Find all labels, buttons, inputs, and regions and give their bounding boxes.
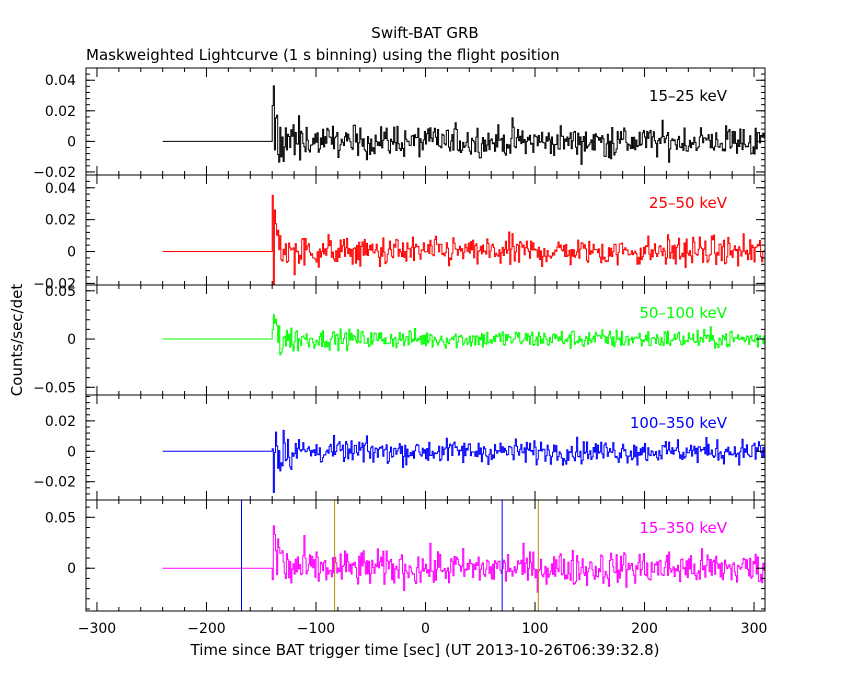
- y-tick-label: 0.02: [45, 213, 76, 229]
- x-tick-label: −200: [187, 621, 225, 637]
- x-tick-label: −100: [297, 621, 335, 637]
- x-tick-label: 100: [522, 621, 549, 637]
- y-tick-label: 0.05: [45, 284, 76, 300]
- lightcurve-trace: [162, 429, 765, 493]
- chart-subtitle: Maskweighted Lightcurve (1 s binning) us…: [86, 46, 560, 64]
- panel-stack: −0.02 0 0.02 0.04 15–25 keV −0.02 0 0.02 0.04 25–…: [33, 67, 768, 637]
- x-tick-label: 300: [741, 621, 768, 637]
- band-label: 25–50 keV: [649, 194, 728, 212]
- y-tick-label: −0.02: [33, 165, 76, 181]
- x-tick-label: −300: [78, 621, 116, 637]
- y-tick-label: 0: [67, 561, 76, 577]
- y-tick-label: 0: [67, 245, 76, 261]
- y-tick-label: −0.02: [33, 276, 76, 292]
- lightcurve-trace: [162, 194, 765, 285]
- lightcurve-trace: [162, 525, 765, 593]
- lightcurve-trace: [162, 85, 765, 165]
- y-tick-label: 0: [67, 444, 76, 460]
- y-tick-label: 0.02: [45, 414, 76, 430]
- y-tick-label: −0.05: [33, 380, 76, 396]
- band-label: 15–350 keV: [639, 519, 727, 537]
- y-tick-label: 0.04: [45, 181, 76, 197]
- panel-3: −0.05 0 0.05 50–100 keV: [33, 284, 766, 396]
- band-label: 15–25 keV: [649, 87, 728, 105]
- y-tick-label: −0.02: [33, 475, 76, 491]
- y-tick-label: 0: [67, 134, 76, 150]
- chart-title: Swift-BAT GRB: [371, 24, 478, 42]
- x-tick-label: 200: [631, 621, 658, 637]
- x-axis-label: Time since BAT trigger time [sec] (UT 20…: [190, 641, 660, 659]
- band-label: 100–350 keV: [630, 414, 728, 432]
- x-tick-label: 0: [421, 621, 430, 637]
- y-tick-label: 0.04: [45, 73, 76, 89]
- y-tick-label: 0.02: [45, 104, 76, 120]
- lightcurve-trace: [162, 314, 765, 356]
- y-tick-label: 0.05: [45, 510, 76, 526]
- panel-5: 0 0.05 15–350 keV: [45, 499, 766, 612]
- band-label: 50–100 keV: [639, 304, 727, 322]
- y-axis-label: Counts/sec/det: [8, 284, 26, 397]
- y-tick-label: 0: [67, 332, 76, 348]
